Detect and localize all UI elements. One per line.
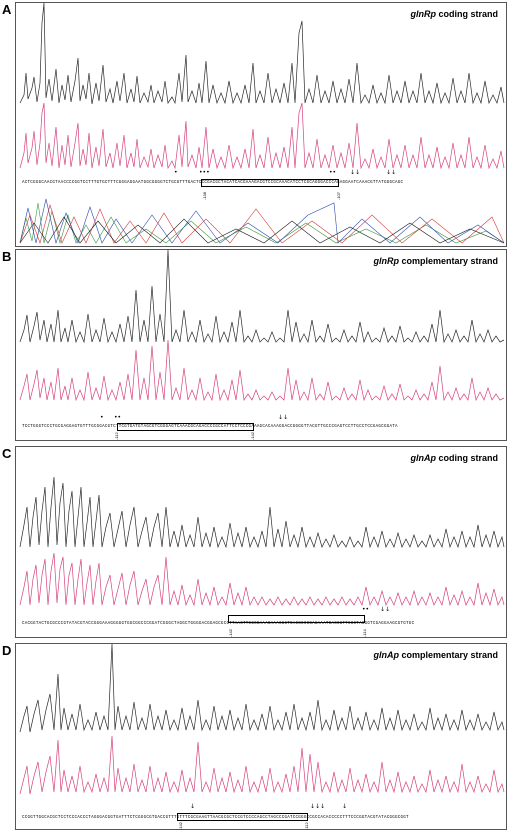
position-label-a-end: -107 xyxy=(336,191,341,200)
protection-mark-c-1: •• xyxy=(362,606,370,613)
panel-b-title: glnRp complementary strand xyxy=(373,256,498,266)
sequence-c: CACGGTACTGCGCCCGTATACGTACCGGGAAAGGGGGTGG… xyxy=(22,622,415,626)
trace-base-a-green xyxy=(19,202,505,245)
protected-region-c xyxy=(228,615,365,623)
electropherogram-c xyxy=(19,476,505,607)
trace-pink-c xyxy=(19,552,505,607)
electropherogram-b xyxy=(19,250,505,402)
electropherogram-a xyxy=(19,3,505,245)
position-label-b-start: -112 xyxy=(114,432,119,440)
panel-letter-b: B xyxy=(2,249,12,264)
position-label-c-start: -142 xyxy=(228,628,233,637)
position-label-a-start: -138 xyxy=(202,191,207,200)
protected-region-b xyxy=(117,423,254,431)
trace-black-c xyxy=(19,476,505,549)
hypersensitive-arrow-b-1: ↓↓ xyxy=(278,414,289,421)
trace-pink-a xyxy=(19,102,505,170)
strand-name: coding strand xyxy=(438,9,498,19)
trace-base-c-blue xyxy=(19,198,505,245)
protection-mark-b-1: • xyxy=(100,414,104,421)
protection-mark-a-3: •• xyxy=(329,169,337,176)
panel-c: glnAp coding strand CACGGTACTGCGCCCGTATA… xyxy=(15,446,507,638)
strand-name: coding strand xyxy=(438,453,498,463)
position-label-c-end: -114 xyxy=(362,629,367,637)
sequence-a: ACTCGGGCAACGTAACCCCGGTCCTTTGTGCTTTCGGGAG… xyxy=(22,181,404,185)
position-label-d-start: -142 xyxy=(178,821,183,830)
trace-pink-b xyxy=(19,339,505,402)
gene-name: glnAp xyxy=(410,453,436,463)
protection-mark-b-2: •• xyxy=(114,414,122,421)
protection-mark-a-2: ••• xyxy=(199,169,210,176)
strand-name: complementary strand xyxy=(401,650,498,660)
panel-d: glnAp complementary strand CCGGTTGGCACGC… xyxy=(15,643,507,830)
hypersensitive-arrow-c-1: ↓↓ xyxy=(380,606,391,613)
trace-base-g-black xyxy=(19,216,505,244)
panel-letter-c: C xyxy=(2,446,12,461)
strand-name: complementary strand xyxy=(401,256,498,266)
panel-d-title: glnAp complementary strand xyxy=(373,650,498,660)
panel-letter-a: A xyxy=(2,2,12,17)
protected-region-d xyxy=(177,813,308,821)
sequence-b: TCCTGGGTCCCTGCGAGGAGTGTTTGCGGACGTCTTCGTG… xyxy=(22,425,398,429)
trace-black-b xyxy=(19,250,505,344)
gene-name: glnAp xyxy=(373,650,399,660)
hypersensitive-arrow-d-2: ↓↓↓ xyxy=(310,803,326,810)
panel-a-title: glnRp coding strand xyxy=(410,9,498,19)
hypersensitive-arrow-a-2: ↓↓ xyxy=(386,169,397,176)
gene-name: glnRp xyxy=(410,9,436,19)
hypersensitive-arrow-a-1: ↓↓ xyxy=(350,169,361,176)
trace-pink-d xyxy=(19,735,505,795)
hypersensitive-arrow-d-1: ↓ xyxy=(190,803,196,810)
protection-mark-a-1: • xyxy=(174,169,178,176)
trace-black-a xyxy=(19,3,505,105)
trace-black-d xyxy=(19,644,505,733)
hypersensitive-arrow-d-3: ↓ xyxy=(342,803,348,810)
panel-letter-d: D xyxy=(2,643,12,658)
protected-region-a xyxy=(201,179,339,187)
trace-base-t-red xyxy=(19,203,505,245)
gene-name: glnRp xyxy=(373,256,399,266)
sequence-d: CCGGTTGGCACGCTCCTCCCACCCTAGGGACGGTGATTTC… xyxy=(22,816,409,820)
position-label-d-end: -112 xyxy=(304,822,309,830)
panel-b: glnRp complementary strand TCCTGGGTCCCTG… xyxy=(15,249,507,441)
panel-a: glnRp coding strand ACTCGGGCAACGTAACCCCG… xyxy=(15,2,507,247)
panel-c-title: glnAp coding strand xyxy=(410,453,498,463)
electropherogram-d xyxy=(19,644,505,795)
position-label-b-end: -142 xyxy=(250,431,255,440)
